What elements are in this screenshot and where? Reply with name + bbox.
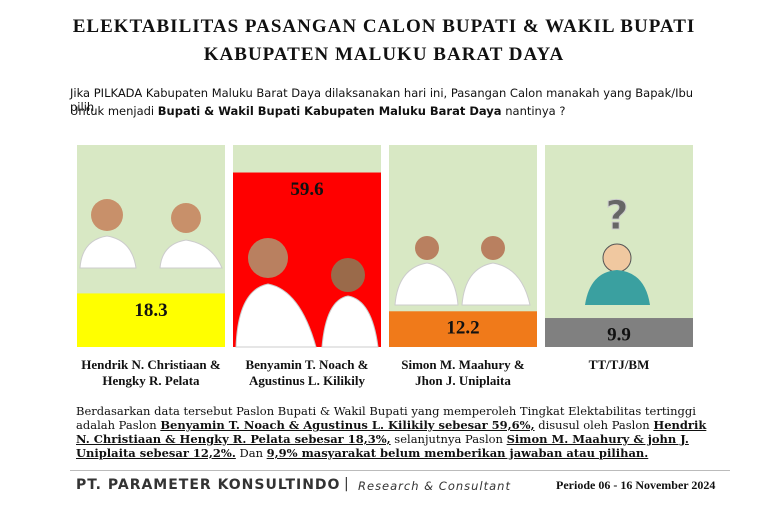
photo xyxy=(461,262,531,306)
photo xyxy=(394,262,459,306)
x-tick-label: Simon M. Maahury & Jhon J. Uniplaita xyxy=(401,357,525,388)
footer-period: Periode 06 - 16 November 2024 xyxy=(556,478,716,492)
x-tick-label: TT/TJ/BM xyxy=(588,357,650,372)
bar xyxy=(77,293,225,347)
summary-part: Simon M. Maahury & john J. Uniplaita seb… xyxy=(76,432,689,460)
photo xyxy=(331,258,365,292)
bar xyxy=(389,311,537,347)
summary-part: Hendrik N. Christiaan & Hengky R. Pelata… xyxy=(76,418,707,446)
footer-company: PT. PARAMETER KONSULTINDO xyxy=(76,477,341,493)
chart: ? 18.3 59.6 12.2 9.9 xyxy=(77,145,693,348)
summary: Berdasarkan data tersebut Paslon Bupati … xyxy=(76,404,716,460)
x-tick-label: Hendrik N. Christiaan & Hengky R. Pelata xyxy=(81,357,221,388)
summary-part: 9,9% masyarakat belum memberikan jawaban… xyxy=(266,446,649,460)
photo xyxy=(171,203,201,233)
summary-part: selanjutnya Paslon xyxy=(390,432,507,446)
data-label: 12.2 xyxy=(446,318,479,339)
summary-part: Benyamin T. Noach & Agustinus L. Kilikil… xyxy=(160,418,535,432)
icon xyxy=(585,270,650,305)
icon xyxy=(602,243,632,273)
data-label: 9.9 xyxy=(607,324,631,345)
photo xyxy=(91,199,123,231)
data-label: 18.3 xyxy=(134,300,167,321)
footer-separator: | xyxy=(344,476,349,492)
x-tick-label: Benyamin T. Noach & Agustinus L. Kilikil… xyxy=(245,357,369,388)
chart-title: ELEKTABILITAS PASANGAN CALON BUPATI & WA… xyxy=(72,16,696,37)
photo xyxy=(159,239,223,269)
photo xyxy=(79,235,137,269)
photo xyxy=(481,236,505,260)
photo xyxy=(235,283,317,348)
bar xyxy=(545,318,693,347)
icon: ? xyxy=(605,193,628,239)
summary-part: Berdasarkan data tersebut Paslon Bupati … xyxy=(76,404,696,432)
data-label: 59.6 xyxy=(290,179,323,200)
photo xyxy=(248,238,288,278)
photo xyxy=(415,236,439,260)
question-part: nantinya ? xyxy=(501,104,566,118)
question: Untuk menjadi Bupati & Wakil Bupati Kabu… xyxy=(70,104,710,118)
question: Jika PILKADA Kabupaten Maluku Barat Daya… xyxy=(70,86,694,114)
chart-subtitle: KABUPATEN MALUKU BARAT DAYA xyxy=(203,44,565,65)
summary-part: disusul oleh Paslon xyxy=(534,418,654,432)
footer-tagline: Research & Consultant xyxy=(358,479,511,493)
summary-part: Dan xyxy=(235,446,267,460)
photo xyxy=(321,295,379,348)
divider xyxy=(70,470,730,471)
question-part: Bupati & Wakil Bupati Kabupaten Maluku B… xyxy=(157,104,502,118)
question-part: Untuk menjadi xyxy=(70,104,158,118)
